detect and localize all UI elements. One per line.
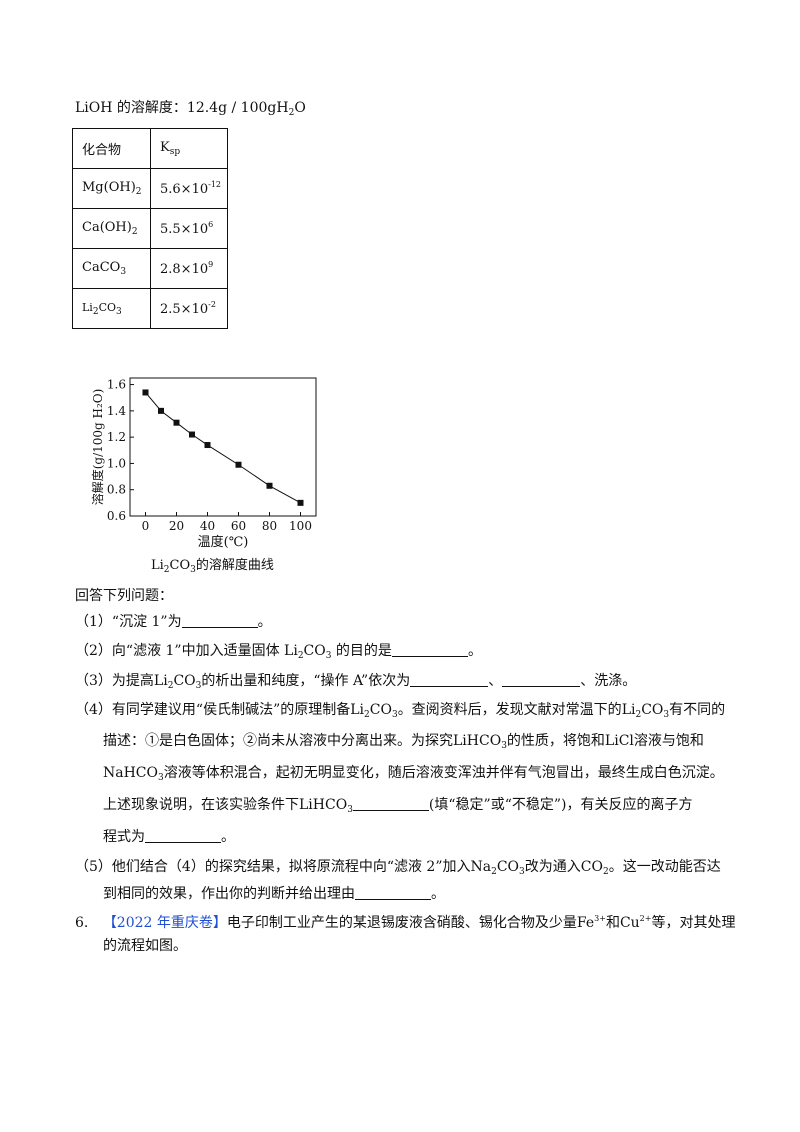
data-point: [189, 431, 195, 438]
source-tag: 【2022 年重庆卷】: [102, 915, 227, 931]
data-point: [142, 389, 149, 396]
x-tick-label: 20: [169, 519, 184, 533]
question-4-line4: 上述现象说明，在该实验条件下LiHCO3 (填“稳定”或“不稳定”)，有关反应的离…: [103, 796, 693, 815]
data-point: [204, 442, 211, 449]
ksp-value-cell: 2.5×10-2: [150, 288, 228, 329]
table-header-row: 化合物 Ksp: [72, 128, 228, 169]
answer-blank[interactable]: [410, 672, 489, 687]
header-ksp: Ksp: [150, 128, 228, 169]
compound-cell: CaCO3: [72, 248, 151, 289]
answer-blank[interactable]: [145, 828, 221, 843]
question-4: （4）有同学建议用“侯氏制碱法”的原理制备Li2CO3。查阅资料后，发现文献对常…: [75, 702, 726, 720]
data-point: [235, 461, 242, 468]
question-5-line2: 到相同的效果，作出你的判断并给出理由。: [103, 885, 445, 902]
y-tick-label: 1.2: [107, 430, 126, 444]
data-point: [173, 419, 180, 426]
table-row: Li2CO3 2.5×10-2: [72, 288, 228, 329]
y-tick-label: 1.6: [107, 378, 126, 392]
question-3: （3）为提高Li2CO3的析出量和纯度，“操作 A”依次为、、洗涤。: [75, 672, 637, 691]
y-tick-label: 0.6: [107, 509, 126, 523]
lioh-tail: O: [294, 100, 306, 116]
series-line: [145, 392, 301, 504]
y-tick-label: 0.8: [107, 483, 126, 497]
questions-intro: 回答下列问题：: [75, 588, 173, 604]
lioh-label: LiOH 的溶解度：: [75, 100, 187, 116]
solubility-chart: 0 20 40 60 80 100 0.6 0.8 1.0 1.2 1.4 1.6 温度(℃) 溶解度(g…: [90, 377, 317, 550]
y-tick-label: 1.0: [107, 456, 126, 470]
y-tick-label: 1.4: [107, 404, 126, 418]
header-compound: 化合物: [72, 128, 151, 169]
ksp-value-cell: 5.6×10-12: [150, 168, 228, 209]
data-point: [297, 499, 304, 506]
data-point: [266, 482, 273, 489]
answer-blank[interactable]: [502, 672, 581, 687]
answer-blank[interactable]: [181, 613, 258, 628]
table-row: Ca(OH)2 5.5×106: [72, 208, 228, 249]
x-tick-label: 60: [231, 519, 246, 533]
compound-cell: Mg(OH)2: [72, 168, 151, 209]
x-tick-label: 0: [142, 519, 150, 533]
question-4-line5: 程式为。: [103, 828, 235, 845]
answer-blank[interactable]: [391, 642, 468, 657]
question-4-line3: NaHCO3溶液等体积混合，起初无明显变化，随后溶液变浑浊并伴有气泡冒出，最终生…: [103, 765, 724, 783]
ksp-value-cell: 5.5×106: [150, 208, 228, 249]
y-axis-label: 溶解度(g/100g H₂O): [90, 389, 105, 506]
x-tick-label: 100: [289, 519, 312, 533]
lioh-value: 12.4g / 100gH: [186, 100, 289, 116]
compound-cell: Li2CO3: [72, 288, 151, 329]
question-2: （2）向“滤液 1”中加入适量固体 Li2CO3 的目的是。: [75, 642, 482, 661]
question-number: 6.: [75, 915, 89, 931]
question-6-line2: 的流程如图。: [103, 938, 187, 954]
plot-frame: [129, 377, 317, 517]
ksp-value-cell: 2.8×109: [150, 248, 228, 289]
question-6: 6. 【2022 年重庆卷】电子印制工业产生的某退锡废液含硝酸、锡化合物及少量F…: [75, 914, 736, 931]
question-1: （1）“沉淀 1”为。: [75, 613, 272, 630]
table-row: CaCO3 2.8×109: [72, 248, 228, 289]
lioh-subscript: 2: [288, 108, 295, 118]
compound-cell: Ca(OH)2: [72, 208, 151, 249]
answer-blank[interactable]: [355, 885, 431, 900]
ksp-table: 化合物 Ksp Mg(OH)2 5.6×10-12 Ca(OH)2 5.5×10…: [72, 128, 228, 329]
question-4-line2: 描述：①是白色固体；②尚未从溶液中分离出来。为探究LiHCO3的性质，将饱和Li…: [103, 733, 704, 751]
chart-caption: Li2CO3的溶解度曲线: [151, 558, 274, 575]
table-row: Mg(OH)2 5.6×10-12: [72, 168, 228, 209]
lioh-solubility-line: LiOH 的溶解度：12.4g / 100gH2O: [75, 98, 306, 123]
question-5: （5）他们结合（4）的探究结果，拟将原流程中向“滤液 2”加入Na2CO3改为通…: [75, 859, 721, 877]
x-tick-label: 40: [200, 519, 215, 533]
x-axis-label: 温度(℃): [198, 534, 249, 550]
data-point: [158, 407, 164, 414]
answer-blank[interactable]: [352, 796, 429, 811]
x-tick-label: 80: [262, 519, 277, 533]
